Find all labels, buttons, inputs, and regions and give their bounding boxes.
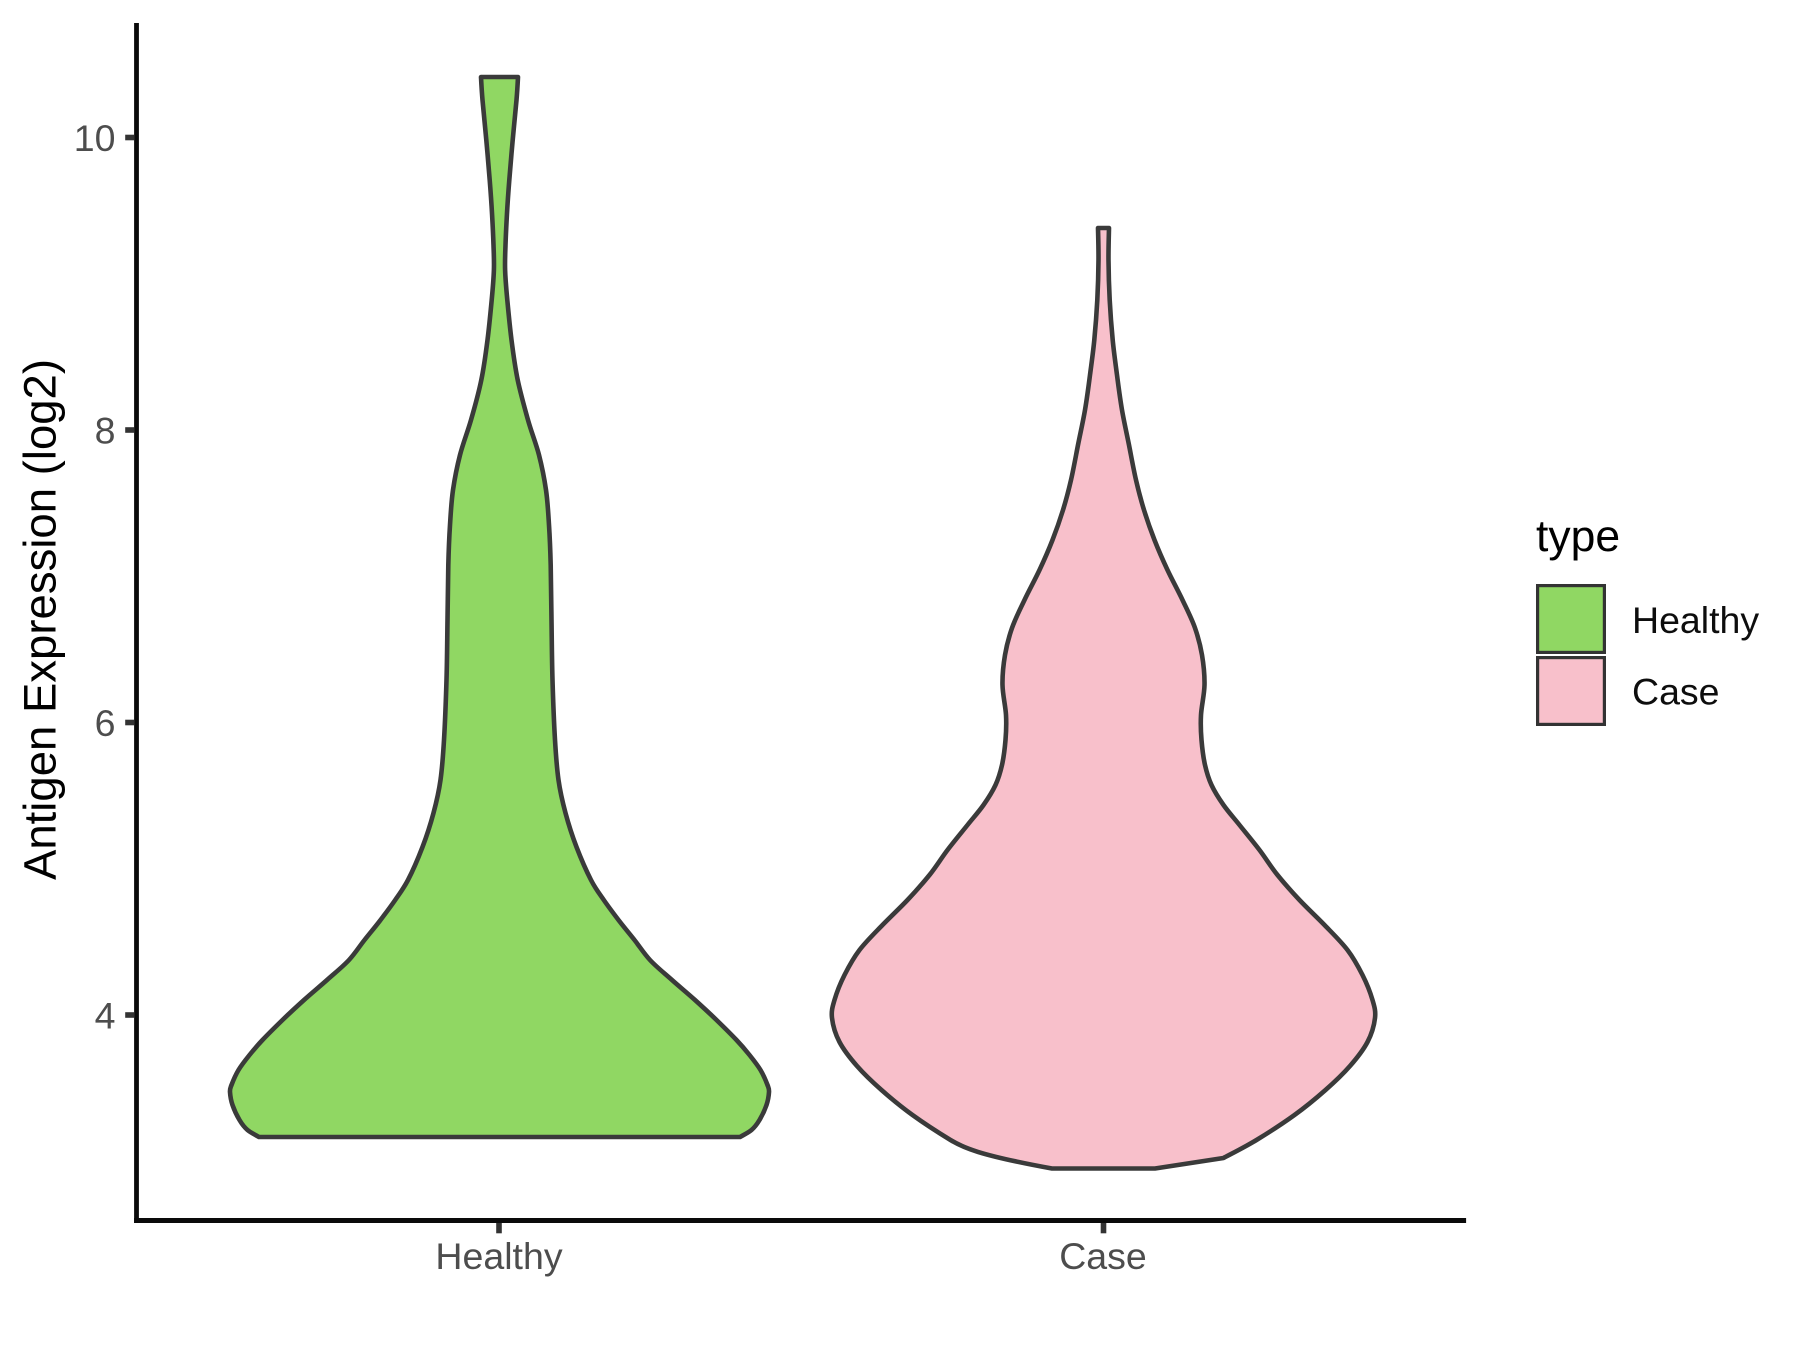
- svg-text:8: 8: [95, 410, 116, 452]
- svg-text:Healthy: Healthy: [1632, 599, 1759, 641]
- svg-text:type: type: [1536, 512, 1620, 561]
- svg-text:4: 4: [95, 995, 116, 1037]
- svg-text:Case: Case: [1059, 1235, 1147, 1277]
- svg-text:10: 10: [74, 117, 116, 159]
- svg-text:Healthy: Healthy: [435, 1235, 562, 1277]
- svg-text:Antigen Expression (log2): Antigen Expression (log2): [15, 359, 66, 880]
- svg-text:Case: Case: [1632, 671, 1720, 713]
- svg-text:6: 6: [95, 702, 116, 744]
